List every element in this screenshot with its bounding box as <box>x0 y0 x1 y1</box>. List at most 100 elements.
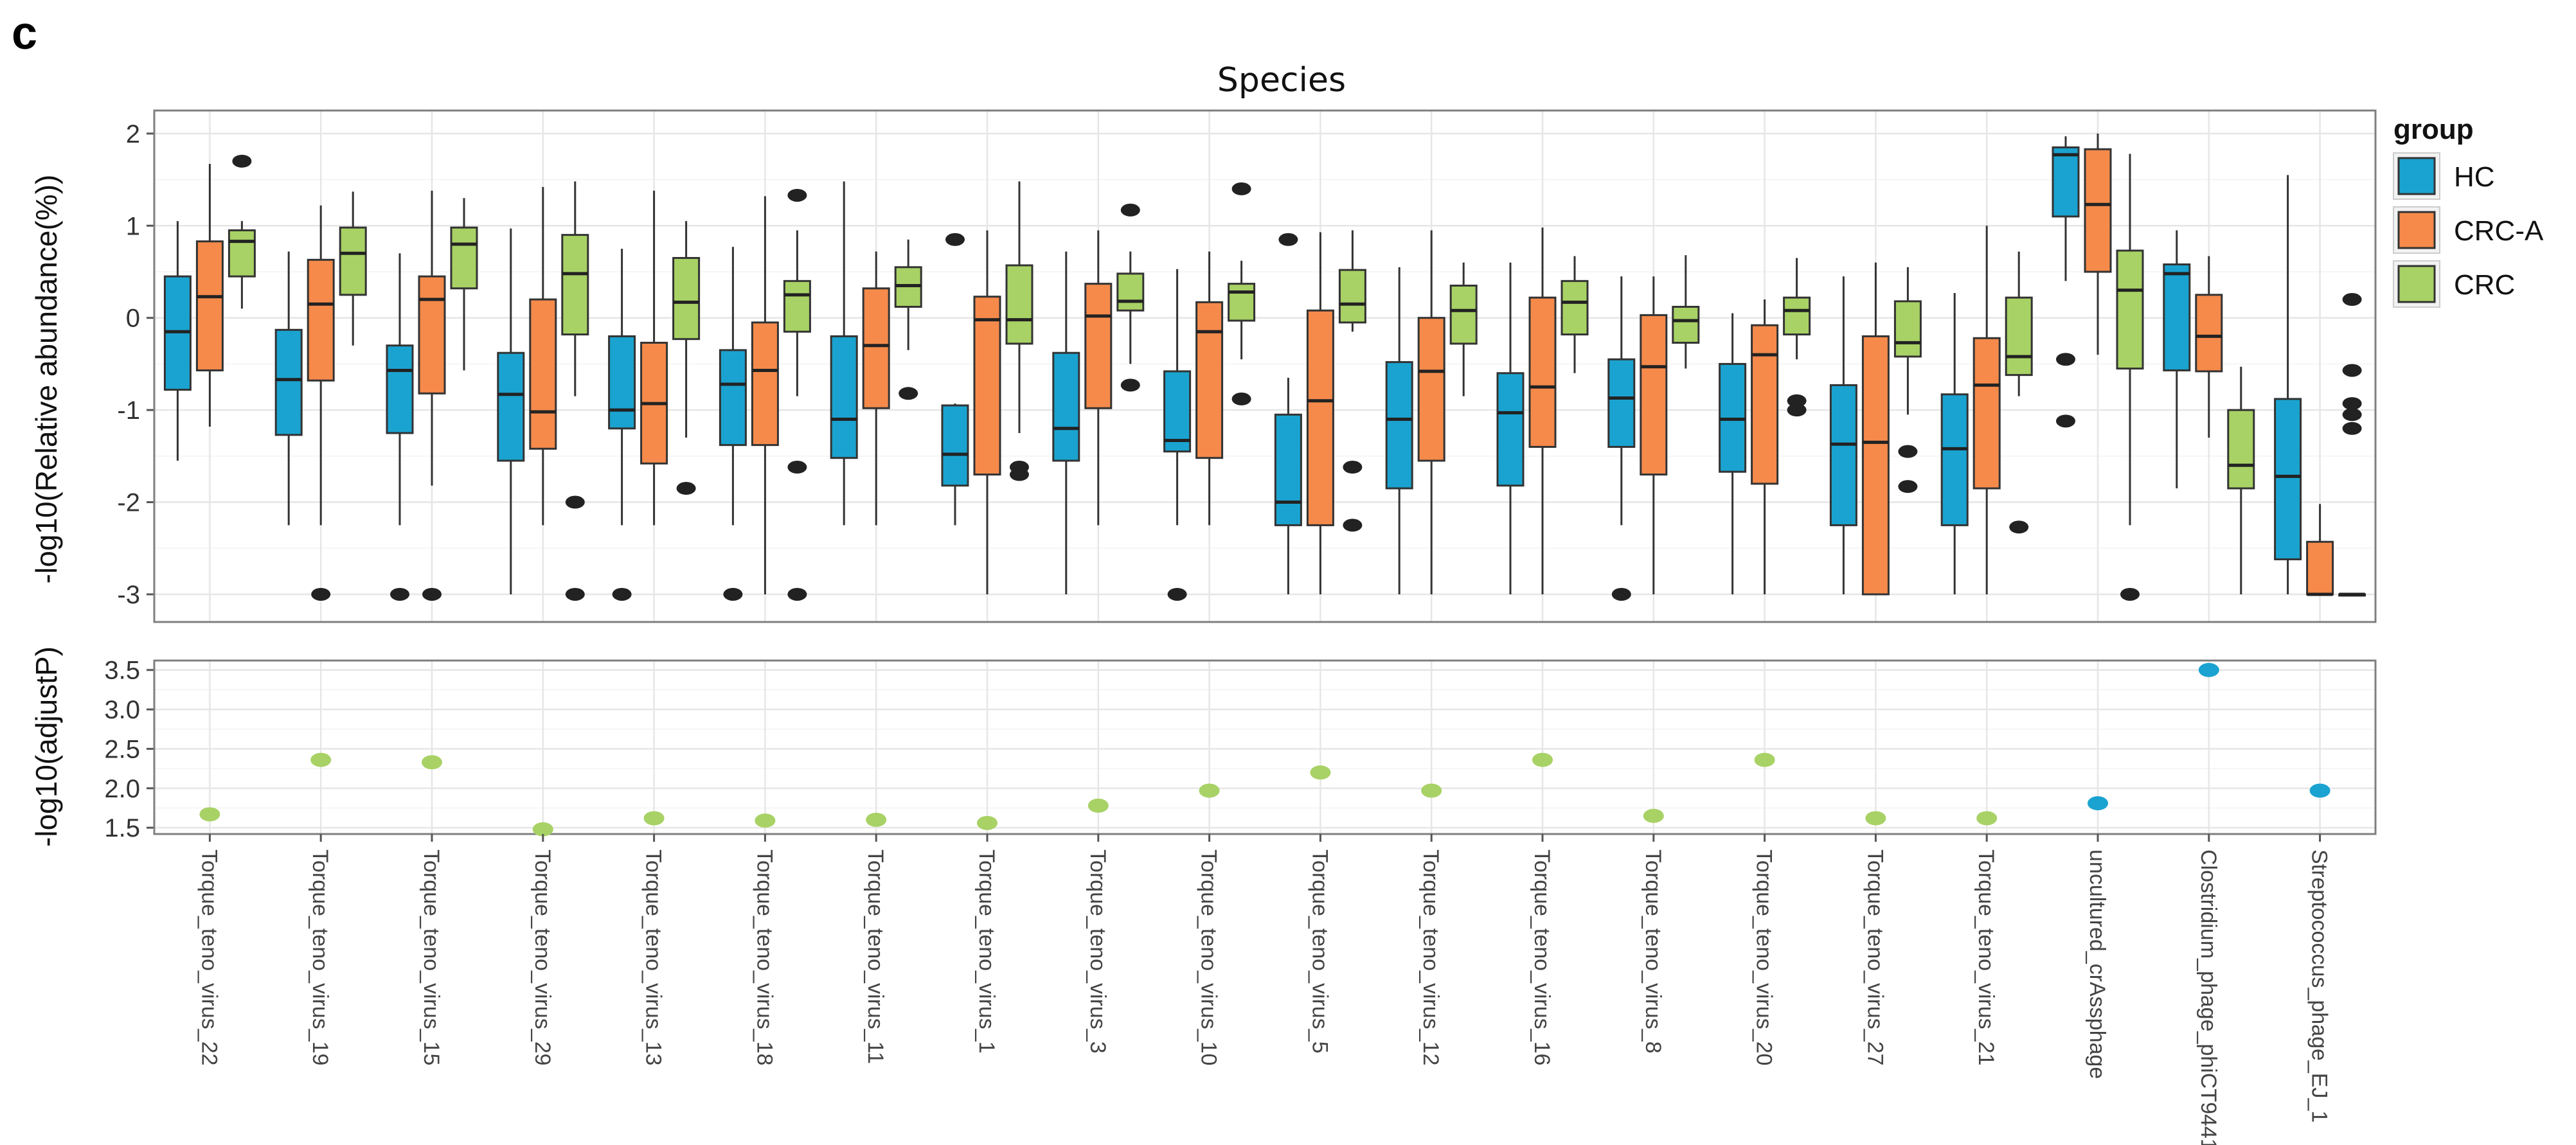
box-hc-torque_teno_virus_29 <box>497 228 525 594</box>
boxplot-y-axis-title: -log10(Relative abundance(%)) <box>30 175 63 584</box>
box-body <box>529 298 557 450</box>
chart-title: Species <box>1217 61 1346 100</box>
box-crc-a-torque_teno_virus_13 <box>640 190 668 526</box>
category-axis-labels: Torque_teno_virus_22 Torque_teno_virus_19… <box>197 834 2332 1145</box>
box-body <box>1228 283 1256 322</box>
pvalue-point-torque_teno_virus_21 <box>1976 811 1998 826</box>
boxplot-background <box>153 109 2377 623</box>
outlier-point <box>612 587 632 601</box>
box-body <box>608 335 636 430</box>
outlier-point <box>2342 364 2362 377</box>
outlier-point <box>565 587 585 601</box>
x-tick-label: Torque_teno_virus_1 <box>974 849 999 1054</box>
box-crc-torque_teno_virus_13 <box>672 221 701 495</box>
box-hc-torque_teno_virus_10 <box>1163 269 1192 601</box>
pvalue-point-torque_teno_virus_20 <box>1754 752 1775 767</box>
outlier-point <box>1611 587 1631 601</box>
pvalue-point-torque_teno_virus_5 <box>1310 765 1331 780</box>
outlier-point <box>2056 414 2075 428</box>
outlier-point <box>899 387 918 400</box>
box-crc-a-torque_teno_virus_27 <box>1861 262 1890 596</box>
box-crc-torque_teno_virus_18 <box>783 188 811 601</box>
x-tick-label: Streptococcus_phage_EJ_1 <box>2307 849 2332 1123</box>
outlier-point <box>787 587 807 601</box>
box-hc-torque_teno_virus_8 <box>1607 276 1636 601</box>
pvalue-y-tick-label: 2.0 <box>104 775 140 803</box>
box-body <box>1116 272 1145 312</box>
pvalue-y-tick-label: 3.0 <box>104 696 140 724</box>
box-crc-torque_teno_virus_8 <box>1672 255 1700 369</box>
legend-title: group <box>2393 114 2474 145</box>
box-body <box>1751 324 1779 485</box>
x-tick-label: Torque_teno_virus_11 <box>863 849 888 1064</box>
box-body <box>672 256 701 341</box>
x-tick-label: Torque_teno_virus_16 <box>1530 849 1554 1065</box>
box-crc-torque_teno_virus_16 <box>1561 256 1589 373</box>
box-crc-a-torque_teno_virus_29 <box>529 187 557 526</box>
box-crc-a-uncultured_crassphage <box>2084 133 2112 355</box>
outlier-point <box>1343 461 1363 474</box>
outlier-point <box>1787 404 1807 417</box>
box-body <box>450 226 478 290</box>
outlier-point <box>2120 587 2140 601</box>
pvalue-point-torque_teno_virus_22 <box>199 807 220 822</box>
pvalue-panel: 3.5 3.0 2.5 2.0 1.5 <box>104 657 2377 842</box>
box-body <box>1561 280 1589 336</box>
box-body <box>2274 398 2302 560</box>
box-hc-torque_teno_virus_22 <box>163 221 192 461</box>
boxplot-panel: 2 1 0 -1 -2 -3 <box>117 109 2377 623</box>
legend-label-crc: CRC <box>2454 269 2515 301</box>
x-tick-label: Torque_teno_virus_13 <box>641 849 666 1065</box>
box-hc-torque_teno_virus_3 <box>1052 251 1080 594</box>
box-hc-streptococcus_phage_ej_1 <box>2274 175 2302 594</box>
box-crc-streptococcus_phage_ej_1 <box>2338 293 2366 597</box>
box-body <box>1783 296 1811 336</box>
x-tick-label: Torque_teno_virus_12 <box>1418 849 1443 1065</box>
outlier-point <box>1898 480 1918 493</box>
outlier-point <box>1010 468 1029 481</box>
outlier-point <box>1120 378 1140 392</box>
box-body <box>1306 309 1334 526</box>
box-body <box>2306 540 2334 596</box>
box-crc-a-streptococcus_phage_ej_1 <box>2306 504 2334 596</box>
box-body <box>2116 249 2144 370</box>
box-body <box>1940 393 1969 526</box>
outlier-point <box>1167 587 1187 601</box>
legend: group HC CRC-A CRC <box>2393 114 2544 308</box>
box-crc-torque_teno_virus_5 <box>1338 230 1366 532</box>
box-crc-torque_teno_virus_10 <box>1228 182 1256 405</box>
outlier-point <box>723 587 743 601</box>
box-crc-a-torque_teno_virus_19 <box>307 205 335 601</box>
box-hc-torque_teno_virus_11 <box>830 181 858 526</box>
pvalue-point-uncultured_crassphage <box>2088 796 2108 811</box>
pvalue-point-torque_teno_virus_27 <box>1865 811 1886 826</box>
panel-label: c <box>12 8 37 59</box>
box-body <box>2195 294 2223 373</box>
pvalue-point-torque_teno_virus_3 <box>1087 798 1109 813</box>
outlier-point <box>422 587 442 601</box>
outlier-point <box>787 188 807 202</box>
box-hc-torque_teno_virus_18 <box>719 247 747 601</box>
outlier-point <box>390 587 409 601</box>
box-body <box>1861 335 1890 596</box>
box-body <box>2227 409 2255 490</box>
outlier-point <box>787 461 807 474</box>
boxplot-y-tick-label: 2 <box>126 120 140 148</box>
x-tick-label: Torque_teno_virus_8 <box>1641 849 1665 1054</box>
box-body <box>1163 370 1192 453</box>
outlier-point <box>676 482 696 495</box>
box-body <box>1829 384 1857 526</box>
pvalue-y-tick-label: 2.5 <box>104 735 140 763</box>
box-hc-clostridium_phage_phict9441a <box>2163 230 2191 489</box>
x-tick-label: Torque_teno_virus_20 <box>1752 849 1776 1065</box>
box-crc-torque_teno_virus_12 <box>1449 262 1478 396</box>
box-body <box>228 229 256 278</box>
box-crc-uncultured_crassphage <box>2116 154 2144 601</box>
box-body <box>339 226 367 296</box>
box-crc-a-torque_teno_virus_15 <box>418 190 446 601</box>
boxplot-y-tick-label: -3 <box>117 581 140 609</box>
box-body <box>751 321 779 447</box>
box-body <box>1496 372 1525 487</box>
box-hc-torque_teno_virus_1 <box>941 233 969 526</box>
